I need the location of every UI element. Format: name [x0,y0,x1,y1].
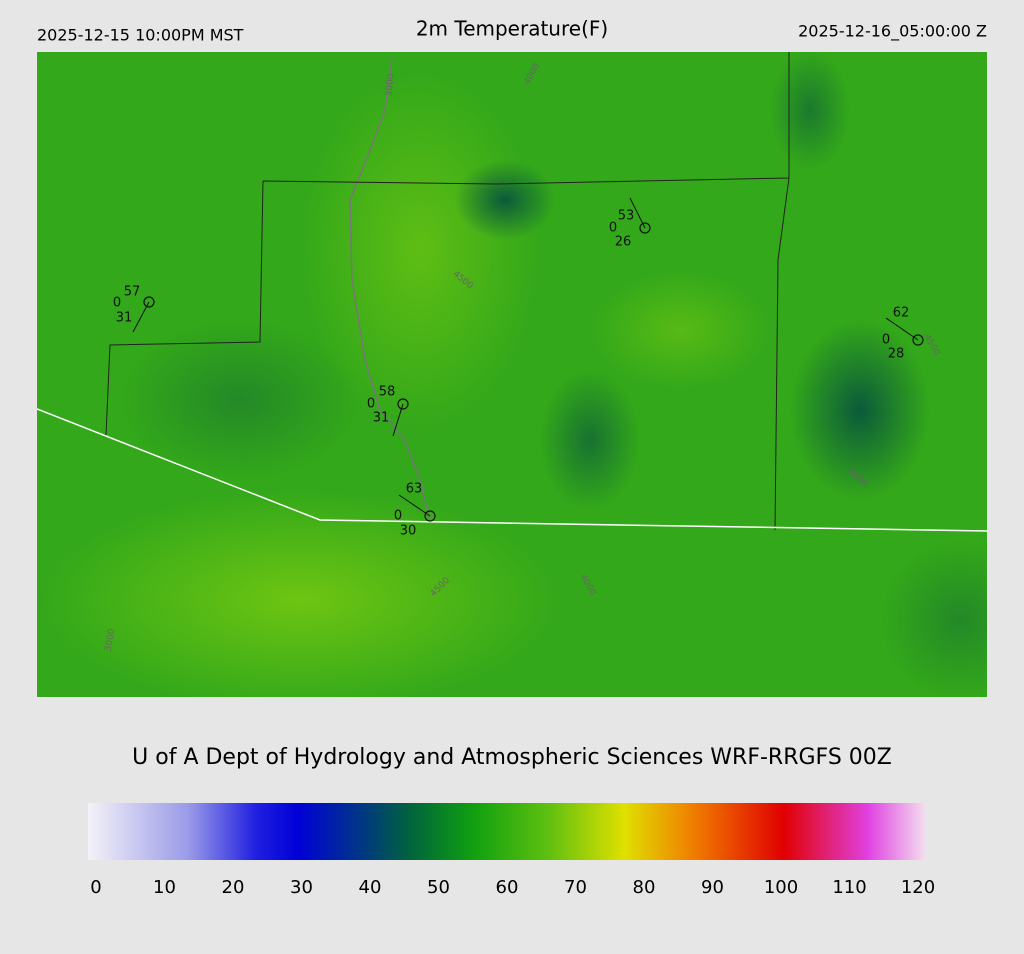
station-circle [639,222,651,234]
station-temperature: 53 [618,209,635,224]
station-wind: 0 [113,296,121,311]
station-dewpoint: 31 [116,311,133,326]
valid-local: 2025-12-15 10:00PM MST [37,26,244,45]
colorbar-tick-label: 100 [764,877,798,898]
colorbar-tick-label: 0 [90,877,101,898]
colorbar-tick-label: 70 [564,877,587,898]
wind-barb [885,317,919,341]
station-dewpoint: 30 [400,524,417,539]
station-dewpoint: 31 [373,411,390,426]
colorbar-tick-label: 110 [832,877,866,898]
station-dewpoint: 26 [615,235,632,250]
colorbar-tick-label: 20 [222,877,245,898]
contour-label: 3000 [104,628,118,653]
station-temperature: 63 [406,482,423,497]
colorbar-tick-label: 30 [290,877,313,898]
station-temperature: 58 [379,385,396,400]
station-temperature: 62 [893,306,910,321]
colorbar-tick-label: 120 [901,877,935,898]
contour-label: 3000 [385,73,397,97]
station-circle [397,398,409,410]
wind-barb [132,301,150,333]
station-wind: 0 [609,221,617,236]
colorbar-tick-label: 60 [496,877,519,898]
station-wind: 0 [394,509,402,524]
station-circle [424,510,436,522]
station-circle [912,334,924,346]
colorbar-tick-label: 10 [153,877,176,898]
colorbar-tick-label: 90 [701,877,724,898]
title: 2m Temperature(F) [416,17,608,41]
colorbar-tick-label: 40 [359,877,382,898]
wind-barb [398,494,431,517]
colorbar [88,803,926,860]
station-wind: 0 [882,333,890,348]
station-circle [143,296,155,308]
station-temperature: 57 [124,285,141,300]
station-wind: 0 [367,397,375,412]
colorbar-tick-label: 80 [633,877,656,898]
credit: U of A Dept of Hydrology and Atmospheric… [132,745,892,770]
valid-utc: 2025-12-16_05:00:00 Z [798,22,987,42]
colorbar-tick-label: 50 [427,877,450,898]
station-dewpoint: 28 [888,347,905,362]
map [37,52,987,697]
